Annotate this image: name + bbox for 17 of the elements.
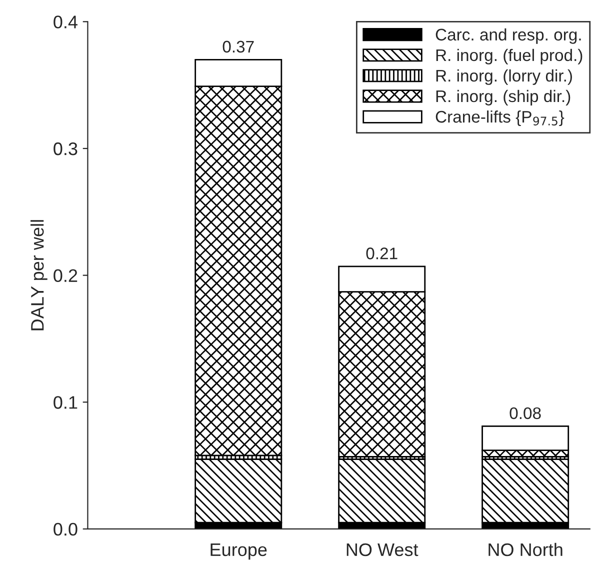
y-tick-label: 0.0 xyxy=(54,522,78,536)
legend-label: Crane-lifts {P$_{97.5}$} xyxy=(436,110,564,126)
total-label: 0.21 xyxy=(366,248,398,260)
legend-label: Carc. and resp. org. xyxy=(436,28,581,44)
legend-label: R. inorg. (ship dir.) xyxy=(436,90,570,106)
y-tick-label: 0.4 xyxy=(54,16,78,28)
x-tick-label: NO West xyxy=(346,543,418,556)
y-tick-label: 0.1 xyxy=(54,396,78,409)
y-tick-label: 0.3 xyxy=(54,142,78,156)
y-tick-label: 0.2 xyxy=(54,269,78,282)
legend-label: R. inorg. (lorry dir.) xyxy=(436,69,572,85)
legend-label: R. inorg. (fuel prod.) xyxy=(436,48,582,64)
total-label: 0.37 xyxy=(222,40,254,53)
y-axis-title: DALY per well xyxy=(30,220,48,330)
x-tick-label: NO North xyxy=(488,542,562,556)
x-tick-label: Europe xyxy=(210,544,267,560)
total-label: 0.08 xyxy=(510,407,541,420)
